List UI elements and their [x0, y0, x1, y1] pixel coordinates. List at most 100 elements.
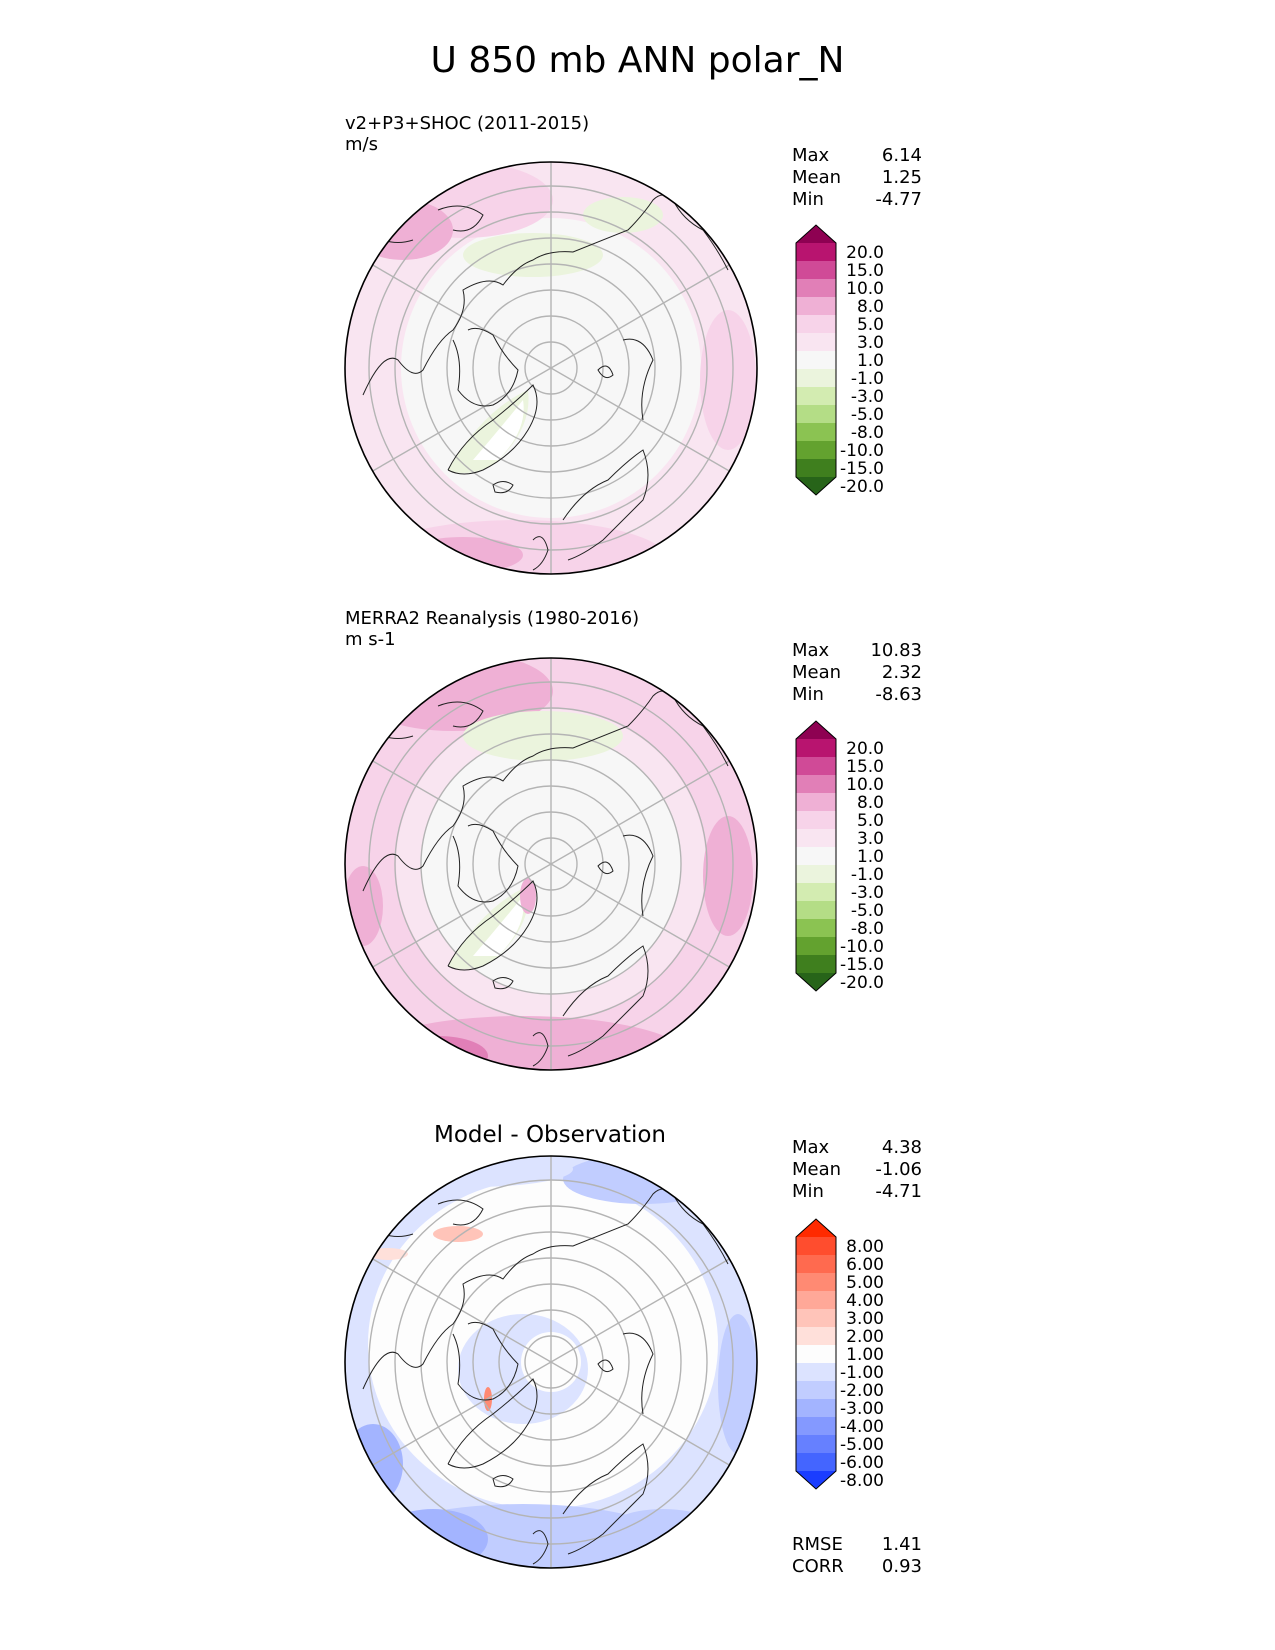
colorbar-segment — [796, 1435, 836, 1454]
colorbar-segment — [796, 279, 836, 298]
stat-min-label: Min — [792, 684, 824, 705]
colorbar-segment — [796, 1273, 836, 1292]
colorbar-segment — [796, 847, 836, 866]
colorbar-tick-label: -15.0 — [840, 955, 884, 975]
colorbar-segment — [796, 901, 836, 920]
stat-mean-value: 1.25 — [881, 167, 922, 188]
colorbar-tick-label: 1.0 — [857, 847, 884, 867]
colorbar-segment — [796, 739, 836, 758]
panel-2-case-name: MERRA2 Reanalysis (1980-2016) — [345, 608, 640, 629]
colorbar-tick-label: 8.00 — [846, 1237, 884, 1257]
colorbar-segment — [796, 1255, 836, 1274]
colorbar-tick-label: -3.00 — [840, 1399, 884, 1419]
colorbar-segment — [796, 351, 836, 370]
stat-min-value: -4.77 — [875, 189, 922, 210]
stat-max-label: Max — [792, 640, 830, 661]
colorbar-tick-label: -20.0 — [840, 973, 884, 993]
colorbar-outline — [795, 1218, 837, 1490]
colorbar-segment — [796, 441, 836, 460]
colorbar-tick-label: -8.00 — [840, 1471, 884, 1491]
colorbar-extend-bottom — [796, 1471, 836, 1489]
corr-label: CORR — [792, 1556, 844, 1577]
panel-2-units: m s-1 — [345, 629, 396, 650]
stat-mean-label: Mean — [792, 167, 842, 188]
colorbar-segment — [796, 297, 836, 316]
colorbar-segment — [796, 1381, 836, 1400]
stat-mean-label: Mean — [792, 662, 842, 683]
colorbar-segment — [796, 955, 836, 974]
colorbar-extend-bottom — [796, 477, 836, 495]
colorbar-extend-bottom — [796, 973, 836, 991]
colorbar-segment — [796, 757, 836, 776]
colorbar-segment — [796, 1453, 836, 1472]
colorbar-tick-label: -3.0 — [851, 387, 884, 407]
difference-title: Model - Observation — [433, 1122, 667, 1148]
colorbar-segment — [796, 811, 836, 830]
colorbar-tick-label: -10.0 — [840, 937, 884, 957]
stat-mean-label: Mean — [792, 1159, 842, 1180]
panel-1-stats: Max 6.14 Mean 1.25 Min -4.77 — [792, 145, 922, 211]
colorbar-tick-label: 20.0 — [846, 243, 884, 263]
colorbar-tick-label: 8.0 — [857, 793, 884, 813]
colorbar-segment — [796, 333, 836, 352]
colorbar-tick-label: 10.0 — [846, 279, 884, 299]
colorbar-tick-label: -1.00 — [840, 1363, 884, 1383]
colorbar-segment — [796, 919, 836, 938]
colorbar-outline — [795, 720, 837, 992]
stat-min-value: -8.63 — [875, 684, 922, 705]
colorbar-segment — [796, 1363, 836, 1382]
colorbar-segment — [796, 1291, 836, 1310]
colorbar-tick-label: -1.0 — [851, 369, 884, 389]
colorbar-segment — [796, 865, 836, 884]
stat-min-label: Min — [792, 189, 824, 210]
colorbar-tick-label: 3.0 — [857, 829, 884, 849]
colorbar-tick-label: 3.00 — [846, 1309, 884, 1329]
colorbar-tick-label: -20.0 — [840, 477, 884, 497]
panel-3-metrics: RMSE 1.41 CORR 0.93 — [792, 1534, 922, 1578]
colorbar-tick-label: 5.0 — [857, 315, 884, 335]
colorbar-segment — [796, 387, 836, 406]
colorbar-segment — [796, 315, 836, 334]
colorbar-tick-label: 1.0 — [857, 351, 884, 371]
colorbar-tick-label: -3.0 — [851, 883, 884, 903]
panel-1-case-name: v2+P3+SHOC (2011-2015) — [345, 113, 590, 134]
colorbar-segment — [796, 261, 836, 280]
colorbar-tick-label: -8.0 — [851, 423, 884, 443]
polar-map-reanalysis — [344, 657, 758, 1071]
colorbar-tick-label: -4.00 — [840, 1417, 884, 1437]
panel-1-label: v2+P3+SHOC (2011-2015) m/s — [345, 113, 589, 155]
colorbar-segment — [796, 793, 836, 812]
panel-1-units: m/s — [345, 134, 378, 155]
colorbar-tick-label: 5.00 — [846, 1273, 884, 1293]
stat-mean-value: -1.06 — [875, 1159, 922, 1180]
colorbar-segment — [796, 1309, 836, 1328]
colorbar-reanalysis: 20.015.010.08.05.03.01.0-1.0-3.0-5.0-8.0… — [795, 720, 884, 993]
stat-max-value: 6.14 — [881, 145, 922, 166]
colorbar-tick-label: 10.0 — [846, 775, 884, 795]
colorbar-tick-label: -5.00 — [840, 1435, 884, 1455]
polar-map-difference — [344, 1155, 758, 1569]
panel-2-stats: Max 10.83 Mean 2.32 Min -8.63 — [792, 640, 922, 706]
colorbar-tick-label: -2.00 — [840, 1381, 884, 1401]
colorbar-tick-label: 8.0 — [857, 297, 884, 317]
stat-mean-value: 2.32 — [881, 662, 922, 683]
rmse-label: RMSE — [792, 1534, 843, 1555]
colorbar-segment — [796, 1417, 836, 1436]
colorbar-tick-label: -8.0 — [851, 919, 884, 939]
colorbar-segment — [796, 423, 836, 442]
panel-3-stats: Max 4.38 Mean -1.06 Min -4.71 — [792, 1137, 922, 1203]
colorbar-extend-top — [796, 721, 836, 739]
colorbar-tick-label: 15.0 — [846, 757, 884, 777]
colorbar-model: 20.015.010.08.05.03.01.0-1.0-3.0-5.0-8.0… — [795, 224, 884, 497]
colorbar-difference: 8.006.005.004.003.002.001.00-1.00-2.00-3… — [795, 1218, 884, 1491]
colorbar-tick-label: 1.00 — [846, 1345, 884, 1365]
corr-value: 0.93 — [881, 1556, 922, 1577]
stat-max-label: Max — [792, 1137, 830, 1158]
colorbar-segment — [796, 405, 836, 424]
colorbar-tick-label: 3.0 — [857, 333, 884, 353]
colorbar-segment — [796, 829, 836, 848]
rmse-value: 1.41 — [881, 1534, 922, 1555]
colorbar-tick-label: -1.0 — [851, 865, 884, 885]
colorbar-tick-label: -10.0 — [840, 441, 884, 461]
colorbar-segment — [796, 937, 836, 956]
